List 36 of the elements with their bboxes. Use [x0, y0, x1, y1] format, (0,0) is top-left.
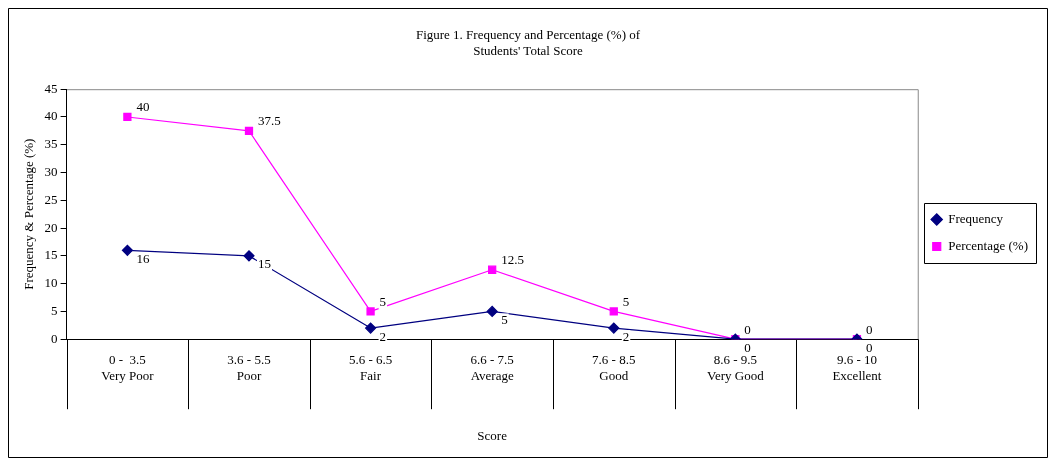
y-tick-label: 45: [44, 80, 58, 96]
data-label: 15: [257, 256, 271, 272]
y-tick-label: 35: [44, 136, 58, 152]
x-axis-title: Score: [477, 427, 508, 443]
legend-label: Frequency: [948, 210, 1004, 226]
x-tick-label: 6.6 - 7.5 Average: [470, 352, 514, 384]
y-tick-label: 5: [51, 302, 58, 318]
x-tick-label: 7.6 - 8.5 Good: [592, 352, 636, 384]
data-label: 16: [136, 250, 150, 266]
x-tick-label: 5.6 - 6.5 Fair: [348, 352, 393, 384]
data-label: 0: [744, 339, 751, 355]
data-label: 5: [622, 293, 630, 309]
chart-title: Figure 1. Frequency and Percentage (%) of Students' Total Score: [415, 27, 641, 58]
y-tick-label: 40: [44, 108, 58, 124]
y-tick-label: 15: [44, 247, 58, 263]
data-label: 5: [379, 293, 387, 309]
y-tick-label: 25: [44, 191, 58, 207]
data-label: 40: [136, 99, 150, 115]
data-label: 2: [379, 328, 387, 344]
y-tick-label: 0: [51, 330, 58, 346]
y-tick-label: 10: [44, 275, 58, 291]
x-tick-label: 0 - 3.5 Very Poor: [101, 352, 155, 384]
data-label: 0: [744, 321, 751, 337]
data-label: 0: [865, 339, 873, 355]
data-label: 5: [501, 311, 508, 327]
x-tick-label: 3.6 - 5.5 Poor: [227, 352, 271, 384]
y-axis-title: Frequency & Percentage (%): [21, 138, 37, 290]
x-tick-label: 8.6 - 9.5 Very Good: [707, 352, 765, 384]
x-tick-label: 9.6 - 10 Excellent: [832, 352, 882, 384]
data-label: 37.5: [257, 113, 281, 129]
legend-label: Percentage (%): [948, 237, 1029, 253]
data-label: 12.5: [501, 252, 524, 268]
y-tick-label: 20: [44, 219, 58, 235]
data-label: 2: [622, 328, 630, 344]
data-label: 0: [865, 321, 873, 337]
y-tick-label: 30: [44, 163, 58, 179]
